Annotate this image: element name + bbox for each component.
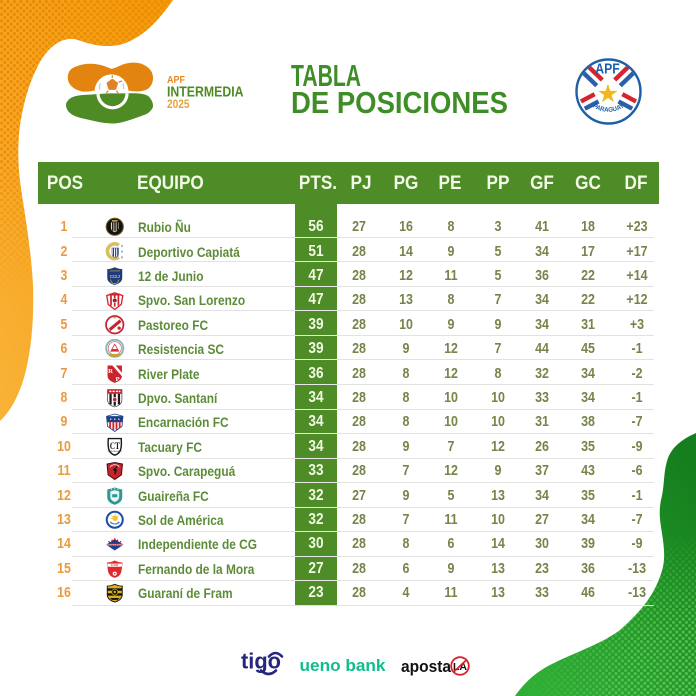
svg-text:C.F.M.: C.F.M. xyxy=(111,563,119,567)
svg-text:INTERMEDIA: INTERMEDIA xyxy=(167,85,244,101)
svg-text:R: R xyxy=(108,368,113,375)
svg-text:CT: CT xyxy=(110,441,121,451)
svg-text:APF: APF xyxy=(167,74,186,86)
svg-text:CLUB TACUARY: CLUB TACUARY xyxy=(108,450,123,453)
svg-text:P: P xyxy=(116,376,120,383)
svg-text:INDEPENDIENTE: INDEPENDIENTE xyxy=(106,544,123,546)
svg-text:PARAGUAY: PARAGUAY xyxy=(591,102,626,114)
svg-text:aposta: aposta xyxy=(401,658,452,676)
svg-text:2025: 2025 xyxy=(167,97,190,111)
svg-text:APF: APF xyxy=(595,61,620,77)
svg-text:CI2J: CI2J xyxy=(110,274,121,280)
svg-text:ueno bank: ueno bank xyxy=(300,657,387,675)
